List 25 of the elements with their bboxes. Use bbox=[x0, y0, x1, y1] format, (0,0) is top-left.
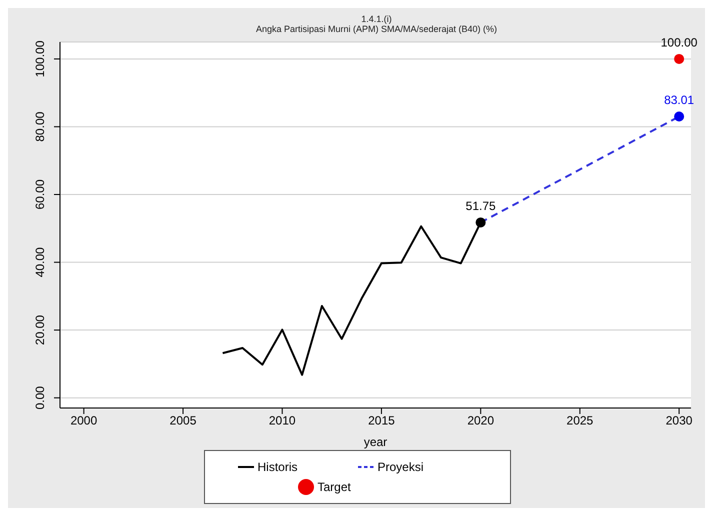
chart-subtitle: Angka Partisipasi Murni (APM) SMA/MA/sederajat (B40) (%) bbox=[254, 24, 498, 34]
y-tick-label: 20.00 bbox=[33, 314, 47, 346]
x-tick-label: 2010 bbox=[268, 414, 296, 428]
x-tick-label: 2030 bbox=[666, 414, 693, 428]
x-axis-title: year bbox=[364, 435, 388, 449]
y-tick-label: 100.00 bbox=[33, 40, 47, 78]
y-tick-label: 60.00 bbox=[33, 179, 47, 210]
x-tick-label: 2015 bbox=[368, 414, 396, 428]
legend-label: Historis bbox=[258, 459, 299, 476]
y-tick-label: 40.00 bbox=[33, 246, 47, 278]
data-label: 51.75 bbox=[466, 198, 496, 213]
data-label: 83.01 bbox=[664, 93, 694, 108]
legend-label: Proyeksi bbox=[378, 459, 425, 476]
point bbox=[674, 112, 684, 122]
legend-label: Target bbox=[318, 479, 352, 496]
point bbox=[476, 217, 486, 228]
chart-title: 1.4.1.(i) bbox=[360, 14, 393, 24]
x-tick-label: 2020 bbox=[467, 414, 494, 428]
x-tick-label: 2000 bbox=[70, 414, 98, 428]
y-tick-label: 0.00 bbox=[33, 386, 47, 410]
x-tick-label: 2025 bbox=[566, 414, 594, 428]
y-tick-label: 80.00 bbox=[33, 111, 47, 142]
data-label: 100.00 bbox=[660, 35, 698, 50]
point bbox=[674, 54, 684, 64]
x-tick-label: 2005 bbox=[170, 414, 197, 428]
